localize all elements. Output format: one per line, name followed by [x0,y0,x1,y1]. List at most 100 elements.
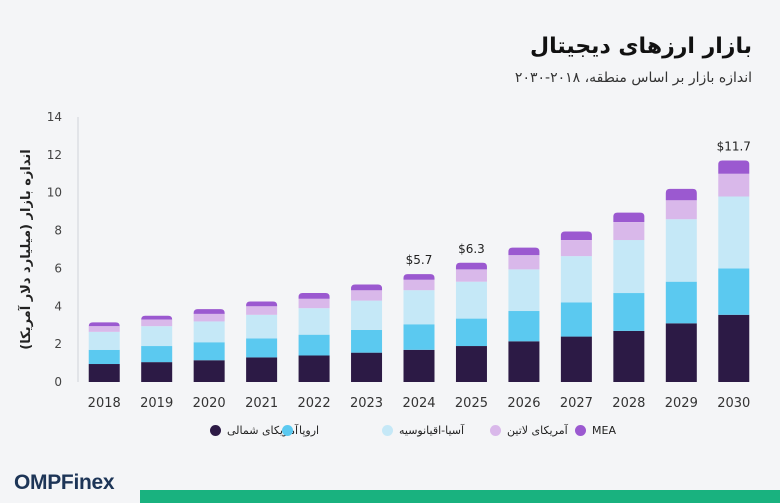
bar-segment [613,240,645,294]
y-tick-label: 6 [54,261,62,275]
x-tick-label: 2019 [140,396,173,411]
bar-segment [613,212,645,223]
y-tick-label: 4 [54,299,62,313]
bar-segment [88,349,120,365]
y-tick-label: 10 [47,186,62,200]
x-tick-label: 2018 [88,396,121,411]
bar-segment [193,309,225,314]
legend-label: اروپا [299,424,320,437]
data-label: $6.3 [458,242,485,256]
data-label: $11.7 [717,140,751,154]
x-tick-label: 2028 [612,396,645,411]
bar-segment [141,326,173,347]
bar-segment [560,302,592,337]
bar-segment [351,300,383,330]
x-tick-label: 2029 [665,396,698,411]
bar-segment [351,284,383,291]
x-tick-label: 2020 [193,396,226,411]
bar-segment [298,293,330,299]
bar-segment [665,281,697,324]
y-tick-label: 8 [54,224,62,238]
bar-segment [193,342,225,361]
y-tick-label: 2 [54,337,62,351]
x-tick-label: 2025 [455,396,488,411]
x-tick-label: 2023 [350,396,383,411]
chart-title: بازار ارزهای دیجیتال [530,34,752,59]
bar-segment [351,290,383,301]
x-tick-label: 2024 [402,396,435,411]
bar-segment [88,322,120,327]
legend-label: MEA [592,424,616,437]
x-tick-label: 2026 [507,396,540,411]
bar-segment [88,364,120,382]
bar-segment [403,349,435,382]
legend-label: آمریکای شمالی [227,424,299,437]
y-tick-label: 0 [54,375,62,389]
x-tick-label: 2027 [560,396,593,411]
bar-segment [141,319,173,327]
bar-segment [455,269,487,282]
bar-segment [403,274,435,280]
y-tick-label: 12 [47,148,62,162]
legend-swatch [210,425,221,436]
bar-segment [351,329,383,353]
bar-segment [298,298,330,309]
bar-segment [508,311,540,342]
bar-segment [508,269,540,312]
bar-segment [193,360,225,382]
bar-segment [665,219,697,282]
bar-segment [665,323,697,382]
bar-segment [141,315,173,320]
bar-segment [298,308,330,335]
bar-segment [193,313,225,322]
bar-segment [560,231,592,241]
legend-item: آمریکای لاتین [490,424,568,437]
bar-segment [455,346,487,382]
bar-segment [246,314,278,339]
legend-label: آمریکای لاتین [507,424,568,437]
bar-segment [560,256,592,303]
bar-segment [560,336,592,382]
footer-bar [140,490,780,503]
bar-segment [351,352,383,382]
bar-segment [403,290,435,325]
bar-segment [246,338,278,358]
bar-segment [403,324,435,350]
bar-segment [560,240,592,257]
bar-segment [665,188,697,201]
data-label: $5.7 [406,253,433,267]
bar-segment [718,268,750,315]
bar-segment [718,160,750,174]
bar-segment [246,357,278,382]
x-tick-label: 2022 [298,396,331,411]
bar-segment [455,281,487,319]
bar-segment [141,362,173,382]
legend-label: آسیا-اقیانوسیه [399,424,465,437]
bar-segment [508,247,540,256]
bar-segment [613,330,645,382]
bar-segment [193,321,225,343]
bar-segment [88,331,120,350]
y-tick-label: 14 [47,110,62,124]
legend-item: MEA [575,424,616,437]
chart-subtitle: اندازه بازار بر اساس منطقه، ۲۰۱۸-۲۰۳۰ [514,70,752,86]
bar-segment [718,173,750,197]
legend-item: اروپا [282,424,319,437]
bar-segment [665,200,697,220]
bar-segment [403,279,435,291]
bar-segment [718,196,750,269]
bar-segment [88,326,120,332]
bar-segment [246,301,278,307]
bar-segment [246,306,278,315]
legend-swatch [382,425,393,436]
x-tick-label: 2021 [245,396,278,411]
bar-segment [508,341,540,382]
brand-logo: OMPFinex [14,471,115,494]
stacked-bar-chart: 0 2 4 6 8 10 12 14 اندازه بازار (میلیارد دلار آم… [17,110,751,411]
bar-segment [455,318,487,347]
legend-item: آمریکای شمالی [210,424,298,437]
bar-segment [141,346,173,363]
x-tick-label: 2030 [717,396,750,411]
legend-swatch [575,425,586,436]
bar-segment [455,262,487,270]
